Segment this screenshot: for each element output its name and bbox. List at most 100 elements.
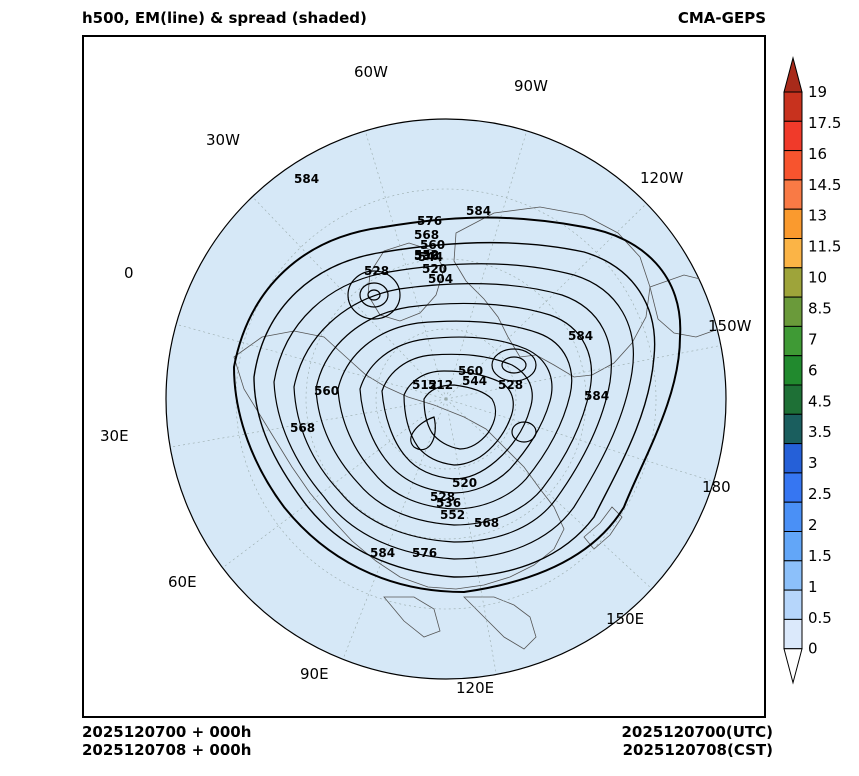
contour-label: 568 <box>290 421 315 435</box>
colorbar-tick-label: 17.5 <box>808 114 841 132</box>
contour-label: 568 <box>414 228 439 242</box>
contour-label: 584 <box>294 172 319 186</box>
contour-trough-center <box>410 416 436 451</box>
colorbar-tick-label: 2.5 <box>808 485 832 503</box>
colorbar-tick-label: 16 <box>808 145 827 163</box>
contour-label: 520 <box>452 476 477 490</box>
contour-label: 536 <box>436 496 461 510</box>
colorbar-tick-label: 10 <box>808 269 827 287</box>
contour-label: 552 <box>440 508 465 522</box>
contour-label: 512 <box>428 378 453 392</box>
colorbar-bottom-arrow <box>783 648 803 685</box>
chart-title: h500, EM(line) & spread (shaded) <box>82 9 367 27</box>
contour-label: 544 <box>418 250 443 264</box>
colorbar-tick-label: 3.5 <box>808 423 832 441</box>
colorbar-tick-label: 2 <box>808 516 818 534</box>
contour-low-east <box>491 348 537 382</box>
polar-map: 584 576 584 568 560 552 544 536 528 520 … <box>100 63 752 697</box>
contour-label: 584 <box>370 546 395 560</box>
contour-label: 584 <box>466 204 491 218</box>
contour-low-north-core <box>367 289 381 301</box>
contour-560 <box>293 283 612 543</box>
indochina-outline <box>383 596 441 638</box>
longitude-label: 90W <box>514 77 548 95</box>
contour-label: 528 <box>498 378 523 392</box>
contour-label: 576 <box>412 546 437 560</box>
colorbar-cell <box>783 618 803 650</box>
colorbar-cell <box>783 238 803 269</box>
colorbar-cell <box>783 560 803 591</box>
colorbar-cell <box>783 589 803 620</box>
contour-label: 584 <box>568 329 593 343</box>
contour-label: 560 <box>314 384 339 398</box>
contour-label: 528 <box>364 264 389 278</box>
contour-label: 520 <box>422 262 447 276</box>
contour-label: 560 <box>458 364 483 378</box>
colorbar-tick-label: 13 <box>808 207 827 225</box>
colorbar-tick-label: 0 <box>808 640 818 658</box>
colorbar-tick-label: 11.5 <box>808 238 841 256</box>
colorbar-tick-label: 4.5 <box>808 392 832 410</box>
contour-low-north <box>347 270 401 320</box>
longitude-label: 60W <box>354 63 388 81</box>
contour-label: 544 <box>462 374 487 388</box>
contour-label: 536 <box>414 249 439 263</box>
longitude-label: 180 <box>702 478 731 496</box>
colorbar-cell <box>783 472 803 503</box>
contour-584 <box>232 216 682 594</box>
init-time-utc: 2025120700 + 000h <box>82 723 252 741</box>
valid-time-cst: 2025120708(CST) <box>622 741 773 759</box>
contour-576 <box>253 241 656 578</box>
init-time-cst: 2025120708 + 000h <box>82 741 252 759</box>
contour-label: 568 <box>474 516 499 530</box>
contour-label: 512 <box>412 378 437 392</box>
southeast-asia-outline <box>463 596 537 650</box>
colorbar-tick-label: 19 <box>808 83 827 101</box>
valid-time-utc: 2025120700(UTC) <box>621 723 773 741</box>
colorbar-top-arrow <box>783 56 803 93</box>
contour-label-group: 584 576 584 568 560 552 544 536 528 520 … <box>290 172 609 560</box>
colorbar-tick-label: 8.5 <box>808 299 832 317</box>
longitude-label: 120E <box>456 679 494 697</box>
longitude-label: 60E <box>168 573 197 591</box>
longitude-label: 150E <box>606 610 644 628</box>
colorbar-cell <box>783 531 803 562</box>
eurasia-outline <box>233 330 565 590</box>
contour-low-east-inner <box>501 356 527 374</box>
colorbar-cell <box>783 267 803 298</box>
colorbar-cell <box>783 208 803 239</box>
map-frame: 584 576 584 568 560 552 544 536 528 520 … <box>82 35 766 718</box>
colorbar-tick-label: 6 <box>808 361 818 379</box>
contour-552 <box>315 302 593 526</box>
colorbar-cell <box>783 384 803 415</box>
colorbar-cell <box>783 296 803 327</box>
japan-outline <box>583 506 623 550</box>
colorbar-cell <box>783 443 803 474</box>
longitude-label: 30W <box>206 131 240 149</box>
contour-label: 576 <box>417 214 442 228</box>
colorbar-cell <box>783 150 803 181</box>
contour-568 <box>273 263 634 560</box>
longitude-label: 30E <box>100 427 129 445</box>
contour-label: 528 <box>430 490 455 504</box>
longitude-label: 90E <box>300 665 329 683</box>
colorbar-tick-label: 7 <box>808 330 818 348</box>
greenland-outline <box>367 242 445 322</box>
colorbar-tick-label: 1 <box>808 578 818 596</box>
contour-label: 560 <box>420 238 445 252</box>
longitude-label: 150W <box>708 317 752 335</box>
land-outlines <box>233 206 726 650</box>
contour-528 <box>381 353 533 480</box>
contour-low-south <box>511 421 537 443</box>
contour-544 <box>337 320 573 510</box>
colorbar-cell <box>783 325 803 357</box>
colorbar-tick-label: 3 <box>808 454 818 472</box>
contour-label: 552 <box>414 248 439 262</box>
colorbar-cell <box>783 413 803 445</box>
colorbar-cell <box>783 91 803 122</box>
longitude-label: 0 <box>124 264 134 282</box>
colorbar-cell <box>783 501 803 533</box>
contour-536 <box>359 336 553 494</box>
longitude-label-group: 60W 90W 30W 120W 0 150W 30E 180 60E 150E… <box>100 63 752 697</box>
